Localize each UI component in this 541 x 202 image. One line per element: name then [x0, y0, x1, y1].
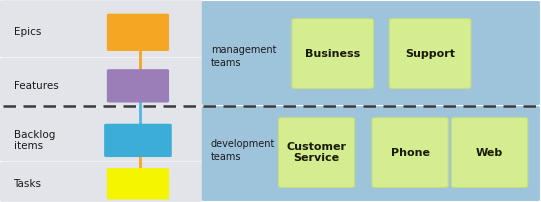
FancyBboxPatch shape [0, 162, 203, 202]
FancyBboxPatch shape [0, 58, 203, 107]
FancyBboxPatch shape [390, 19, 471, 88]
Text: Epics: Epics [14, 27, 41, 37]
FancyBboxPatch shape [292, 19, 373, 88]
FancyBboxPatch shape [202, 106, 540, 201]
FancyBboxPatch shape [107, 14, 169, 51]
Text: Tasks: Tasks [14, 179, 42, 189]
FancyBboxPatch shape [104, 124, 172, 157]
FancyBboxPatch shape [202, 1, 540, 105]
FancyBboxPatch shape [451, 118, 527, 187]
FancyBboxPatch shape [107, 168, 169, 200]
FancyBboxPatch shape [107, 69, 169, 103]
FancyBboxPatch shape [278, 118, 355, 187]
FancyBboxPatch shape [372, 118, 448, 187]
Text: Support: Support [405, 48, 455, 59]
Text: management
teams: management teams [211, 45, 276, 68]
Text: Backlog
items: Backlog items [14, 130, 55, 151]
Text: Web: Web [476, 147, 503, 158]
Text: Phone: Phone [391, 147, 430, 158]
FancyBboxPatch shape [0, 0, 203, 57]
FancyBboxPatch shape [0, 107, 203, 161]
Text: development
teams: development teams [211, 139, 275, 162]
Text: Customer
Service: Customer Service [287, 142, 346, 163]
Text: Features: Features [14, 81, 58, 91]
Text: Business: Business [305, 48, 360, 59]
